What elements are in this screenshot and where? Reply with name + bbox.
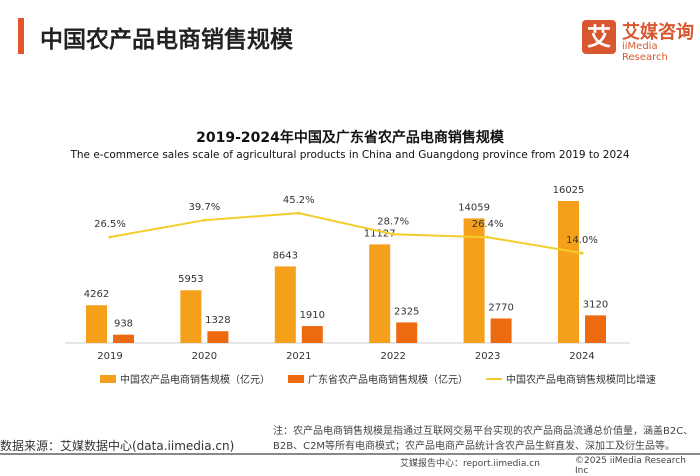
legend: 中国农产品电商销售规模（亿元） 广东省农产品电商销售规模（亿元） 中国农产品电商… <box>100 371 656 386</box>
chart-title: 2019-2024年中国及广东省农产品电商销售规模 <box>196 130 504 146</box>
bar-china <box>274 266 296 343</box>
page-title: 中国农产品电商销售规模 <box>40 27 293 53</box>
bar-guangdong <box>207 331 229 343</box>
growth-label: 26.4% <box>472 219 504 230</box>
divider <box>0 453 700 455</box>
data-label: 16025 <box>553 185 585 196</box>
bar-china <box>86 305 107 343</box>
legend-swatch <box>486 377 502 380</box>
bar-guangdong <box>301 326 323 343</box>
growth-label: 45.2% <box>283 195 315 206</box>
legend-swatch <box>288 374 304 383</box>
legend-item-china: 中国农产品电商销售规模（亿元） <box>100 371 270 386</box>
growth-label: 28.7% <box>377 216 409 227</box>
growth-point <box>486 235 490 239</box>
data-label: 5953 <box>178 274 203 285</box>
footnote: 注：农产品电商销售规模是指通过互联网交易平台实现的农产品商品流通总价值量，涵盖B… <box>273 424 693 454</box>
footnote-line: 注：农产品电商销售规模是指通过互联网交易平台实现的农产品商品流通总价值量，涵盖B… <box>273 426 694 437</box>
chart-subtitle: The e-commerce sales scale of agricultur… <box>70 149 630 161</box>
data-label: 8643 <box>273 250 298 261</box>
growth-label: 26.5% <box>94 219 126 230</box>
growth-point <box>580 251 584 255</box>
bar-guangdong <box>113 334 134 343</box>
copyright: ©2025 iiMedia Research Inc <box>575 456 686 476</box>
x-tick-label: 2023 <box>475 351 500 362</box>
logo-mark: 艾 <box>582 20 616 54</box>
data-label: 14059 <box>458 202 490 213</box>
growth-label: 14.0% <box>566 235 598 246</box>
bar-guangdong <box>396 322 418 343</box>
data-label: 2325 <box>394 306 419 317</box>
x-tick-label: 2020 <box>192 351 217 362</box>
x-tick-label: 2019 <box>97 351 122 362</box>
data-source: 数据来源：艾媒数据中心(data.iimedia.cn) <box>0 439 235 453</box>
bar-guangdong <box>585 315 606 343</box>
bar-china <box>180 290 202 343</box>
legend-label: 广东省农产品电商销售规模（亿元） <box>308 375 468 386</box>
data-label: 1328 <box>205 315 230 326</box>
data-label: 3120 <box>583 299 608 310</box>
footnote-line: B2B、C2M等所有电商模式；农产品电商产品统计含农产品生鲜直发、深加工及衍生品… <box>273 441 676 452</box>
data-label: 1910 <box>300 310 325 321</box>
title-accent-bar <box>18 18 24 54</box>
legend-label: 中国农产品电商销售规模同比增速 <box>506 375 656 386</box>
bar-china <box>558 201 579 343</box>
legend-item-growth: 中国农产品电商销售规模同比增速 <box>486 371 656 386</box>
report-center: 艾媒报告中心：report.iimedia.cn <box>400 459 540 469</box>
data-label: 938 <box>114 319 133 330</box>
x-tick-label: 2022 <box>380 351 405 362</box>
legend-swatch <box>100 374 116 383</box>
growth-line <box>109 212 583 255</box>
growth-point <box>202 218 206 222</box>
x-tick-label: 2024 <box>569 351 594 362</box>
logo-text-en: iiMedia Research <box>622 41 668 63</box>
bar-china <box>369 244 391 343</box>
data-label: 2770 <box>488 302 513 313</box>
legend-item-guangdong: 广东省农产品电商销售规模（亿元） <box>288 371 468 386</box>
growth-point <box>391 232 395 236</box>
growth-point <box>297 211 301 215</box>
logo-text-cn: 艾媒咨询 <box>622 22 694 43</box>
bar-china <box>463 218 485 343</box>
x-tick-label: 2021 <box>286 351 311 362</box>
growth-point <box>108 235 112 239</box>
legend-label: 中国农产品电商销售规模（亿元） <box>120 375 270 386</box>
data-label: 11127 <box>364 228 396 239</box>
data-label: 4262 <box>84 289 109 300</box>
growth-label: 39.7% <box>189 202 221 213</box>
bar-guangdong <box>490 318 512 343</box>
